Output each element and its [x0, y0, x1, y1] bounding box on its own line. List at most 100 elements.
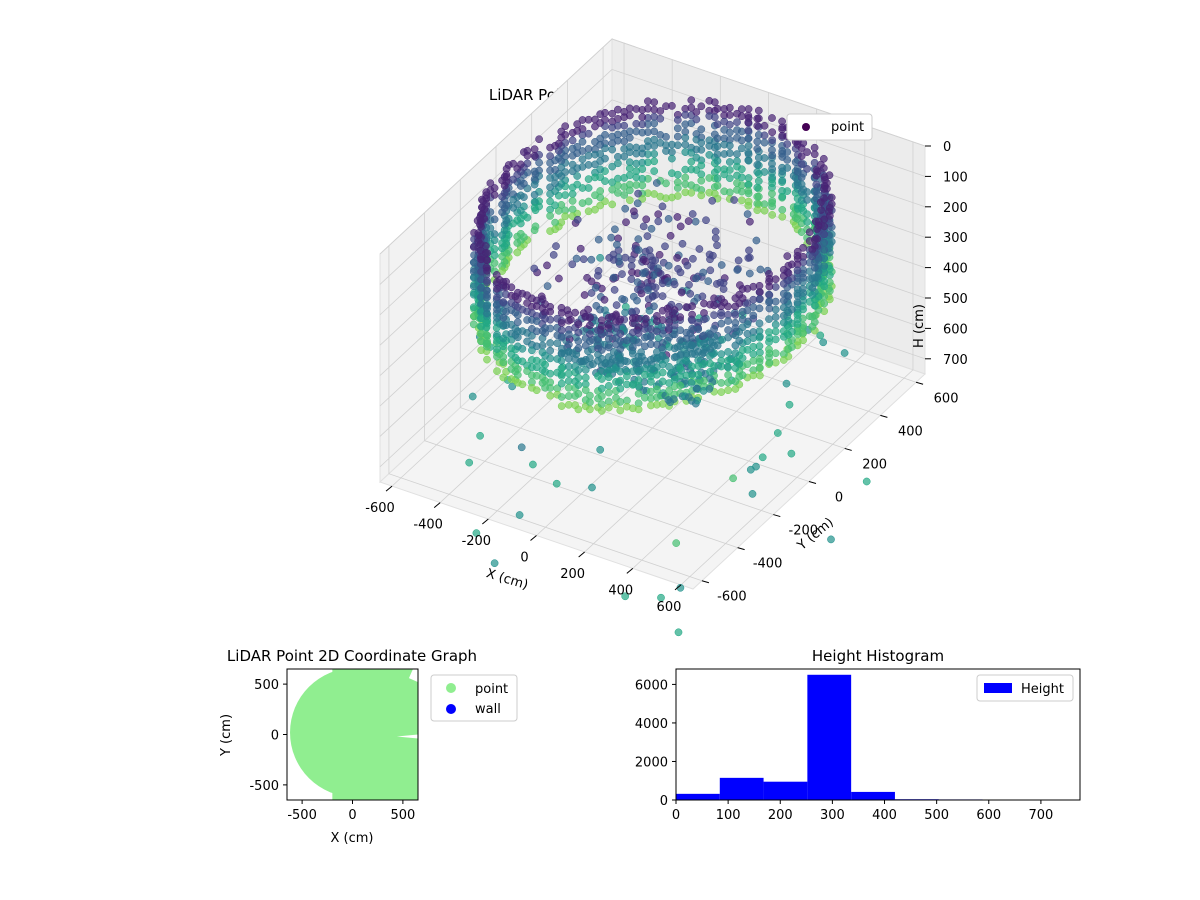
point-3d: [634, 338, 643, 347]
point-3d: [557, 356, 566, 365]
point-3d: [638, 120, 647, 129]
point-3d: [713, 120, 722, 129]
point-3d: [717, 302, 726, 311]
point-3d: [568, 260, 577, 269]
point-cloud-fill: [332, 669, 418, 800]
point-3d: [604, 343, 613, 352]
point-3d: [731, 349, 740, 357]
point-3d: [650, 302, 658, 311]
point-3d: [578, 116, 587, 124]
point-3d: [568, 144, 577, 153]
point-3d: [725, 103, 734, 112]
point-3d: [768, 211, 777, 219]
point-3d: [568, 151, 577, 160]
point-3d: [737, 173, 746, 182]
point-3d: [731, 341, 740, 350]
tick-label-y: -400: [753, 557, 783, 572]
point-3d: [482, 256, 491, 265]
point-3d: [753, 144, 762, 153]
histogram-bar: [807, 674, 852, 800]
point-3d: [653, 348, 661, 356]
point-3d: [574, 366, 583, 375]
point-3d: [621, 253, 630, 262]
point-3d: [581, 373, 590, 382]
point-3d: [579, 255, 588, 264]
point-3d: [616, 329, 625, 338]
point-3d: [623, 357, 631, 366]
point-3d: [655, 250, 664, 259]
point-3d: [546, 354, 555, 363]
point-3d: [596, 110, 605, 118]
point-3d: [768, 202, 777, 211]
point-3d: [665, 362, 673, 371]
point-3d: [817, 206, 825, 214]
point-3d: [819, 154, 828, 163]
point-3d: [779, 296, 788, 305]
point-3d: [805, 228, 814, 237]
point-3d: [731, 302, 740, 311]
point-3d: [760, 200, 769, 209]
point-3d: [733, 266, 742, 274]
point-3d: [608, 132, 617, 141]
point-3d: [586, 405, 594, 414]
chart-2d-ticks: -500 0 500 -500 0 500: [249, 678, 415, 823]
tick-label-x: 700: [1028, 808, 1053, 823]
point-3d: [737, 196, 746, 205]
point-3d: [687, 103, 696, 112]
point-3d: [749, 350, 758, 359]
point-3d: [716, 278, 725, 287]
point-3d: [779, 303, 788, 312]
point-3d: [744, 254, 753, 262]
point-3d: [673, 132, 682, 141]
point-3d: [673, 254, 681, 262]
point-3d: [673, 192, 682, 200]
point-3d: [469, 303, 478, 312]
point-3d: [568, 167, 577, 176]
point-3d: [498, 192, 506, 201]
point-3d: [771, 305, 780, 314]
point-3d: [756, 354, 764, 363]
point-3d: [594, 235, 603, 244]
point-3d: [546, 159, 554, 167]
legend-marker-height: [984, 683, 1012, 693]
tick-y: [808, 481, 817, 484]
point-3d: [810, 143, 819, 152]
tick-y: [880, 414, 888, 418]
point-3d: [507, 283, 516, 292]
point-3d: [778, 192, 787, 201]
point-3d: [493, 352, 501, 361]
point-3d: [651, 256, 660, 265]
point-3d: [765, 304, 774, 313]
point-3d: [553, 339, 562, 348]
point-3d: [653, 393, 661, 402]
point-3d: [695, 245, 704, 253]
point-3d: [706, 300, 714, 309]
point-3d: [748, 490, 757, 498]
point-3d: [653, 317, 661, 325]
point-3d: [778, 212, 787, 221]
point-3d: [687, 379, 696, 387]
point-3d: [652, 179, 661, 187]
point-3d: [568, 160, 577, 169]
point-3d: [717, 362, 726, 371]
point-3d: [644, 286, 652, 294]
point-3d: [682, 371, 691, 380]
legend-label-point: point: [831, 120, 864, 135]
point-3d: [717, 388, 726, 396]
point-3d: [699, 387, 708, 395]
point-3d: [625, 196, 634, 205]
point-3d: [538, 341, 547, 350]
point-3d: [517, 443, 526, 452]
point-3d: [483, 266, 491, 275]
point-3d: [499, 358, 508, 367]
point-3d: [749, 303, 758, 311]
point-3d: [827, 193, 836, 202]
point-3d: [676, 268, 685, 277]
point-3d: [620, 121, 629, 130]
point-3d: [634, 360, 643, 368]
point-3d: [738, 285, 747, 293]
tick-label-y: 0: [835, 491, 843, 506]
point-3d: [639, 222, 648, 231]
point-3d: [634, 405, 643, 414]
point-3d: [793, 266, 802, 275]
